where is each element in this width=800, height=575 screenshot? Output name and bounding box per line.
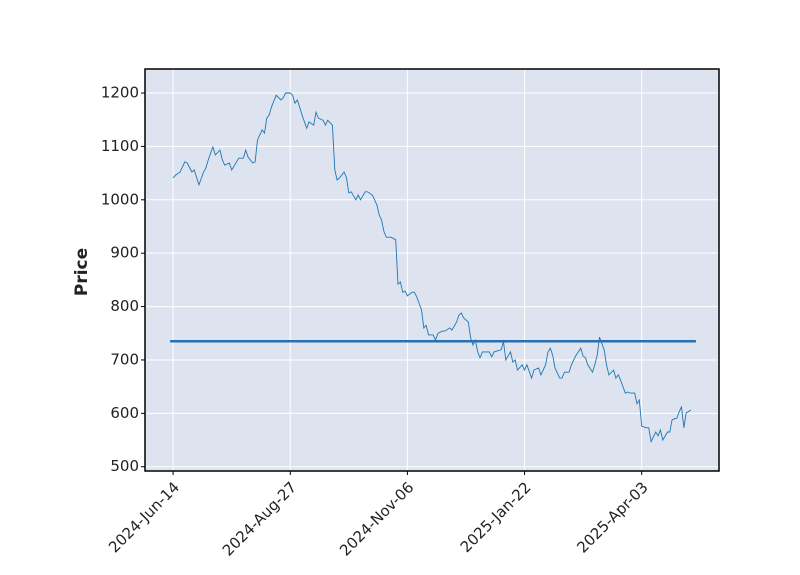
y-tick-label: 1100 [101, 137, 139, 155]
x-tick-label: 2024-Aug-27 [219, 478, 300, 559]
y-tick-label: 1200 [101, 84, 139, 102]
y-tick-label: 900 [110, 244, 139, 262]
y-tick-label: 800 [110, 297, 139, 315]
plot-area [145, 69, 719, 471]
price-line [172, 92, 692, 444]
x-tick-label: 2025-Jan-22 [457, 478, 535, 556]
x-tick-label: 2024-Nov-06 [336, 478, 417, 559]
y-tick-label: 700 [110, 350, 139, 368]
y-axis-label: Price [72, 248, 92, 296]
plot-frame [144, 68, 720, 472]
plot-layer [145, 69, 719, 471]
y-tick-label: 1000 [101, 190, 139, 208]
x-tick-label: 2025-Apr-03 [573, 478, 651, 556]
y-tick-label: 500 [110, 457, 139, 475]
y-tick-label: 600 [110, 404, 139, 422]
x-tick-label: 2024-Jun-14 [105, 478, 183, 556]
